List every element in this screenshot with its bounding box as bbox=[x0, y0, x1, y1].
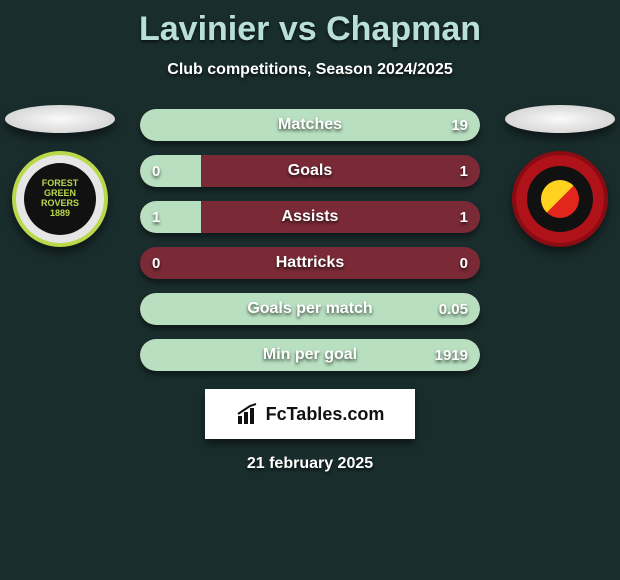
stat-label: Assists bbox=[282, 208, 339, 226]
stat-value-right: 0.05 bbox=[439, 301, 468, 318]
stat-value-right: 1 bbox=[460, 209, 468, 226]
brand-icon bbox=[236, 402, 260, 426]
team-right bbox=[500, 105, 620, 247]
stat-label: Hattricks bbox=[276, 254, 344, 272]
player-silhouette-left bbox=[5, 105, 115, 133]
brand-text: FcTables.com bbox=[266, 404, 385, 425]
stat-bar: 0 Goals 1 bbox=[140, 155, 480, 187]
crest-left: FOREST GREEN ROVERS 1889 bbox=[12, 151, 108, 247]
stat-label: Matches bbox=[278, 116, 342, 134]
stat-label: Goals per match bbox=[247, 300, 372, 318]
stat-bar: 0 Hattricks 0 bbox=[140, 247, 480, 279]
stat-value-left: 0 bbox=[152, 255, 160, 272]
stat-value-left: 1 bbox=[152, 209, 160, 226]
stat-value-right: 19 bbox=[451, 117, 468, 134]
stat-bars: Matches 19 0 Goals 1 1 Assists 1 0 Hattricks 0 Goal… bbox=[140, 109, 480, 371]
stat-bar: Matches 19 bbox=[140, 109, 480, 141]
player-silhouette-right bbox=[505, 105, 615, 133]
stat-value-right: 1 bbox=[460, 163, 468, 180]
brand-box: FcTables.com bbox=[205, 389, 415, 439]
stat-label: Min per goal bbox=[263, 346, 357, 364]
stat-bar: 1 Assists 1 bbox=[140, 201, 480, 233]
page-title: Lavinier vs Chapman bbox=[139, 10, 481, 49]
stat-value-left: 0 bbox=[152, 163, 160, 180]
stat-bar: Min per goal 1919 bbox=[140, 339, 480, 371]
crest-right-ball bbox=[541, 180, 579, 218]
bar-fill-left bbox=[140, 155, 201, 187]
comparison-card: Lavinier vs Chapman Club competitions, S… bbox=[0, 0, 620, 473]
stat-value-right: 0 bbox=[460, 255, 468, 272]
stage: FOREST GREEN ROVERS 1889 Matches 19 0 Goals… bbox=[0, 105, 620, 371]
stat-label: Goals bbox=[288, 162, 332, 180]
team-left: FOREST GREEN ROVERS 1889 bbox=[0, 105, 120, 247]
stat-value-right: 1919 bbox=[435, 347, 468, 364]
bar-fill-left bbox=[140, 201, 201, 233]
date-text: 21 february 2025 bbox=[247, 455, 373, 473]
crest-right-inner bbox=[527, 166, 593, 232]
crest-right bbox=[512, 151, 608, 247]
subtitle: Club competitions, Season 2024/2025 bbox=[167, 61, 452, 79]
crest-left-inner: FOREST GREEN ROVERS 1889 bbox=[24, 163, 96, 235]
stat-bar: Goals per match 0.05 bbox=[140, 293, 480, 325]
